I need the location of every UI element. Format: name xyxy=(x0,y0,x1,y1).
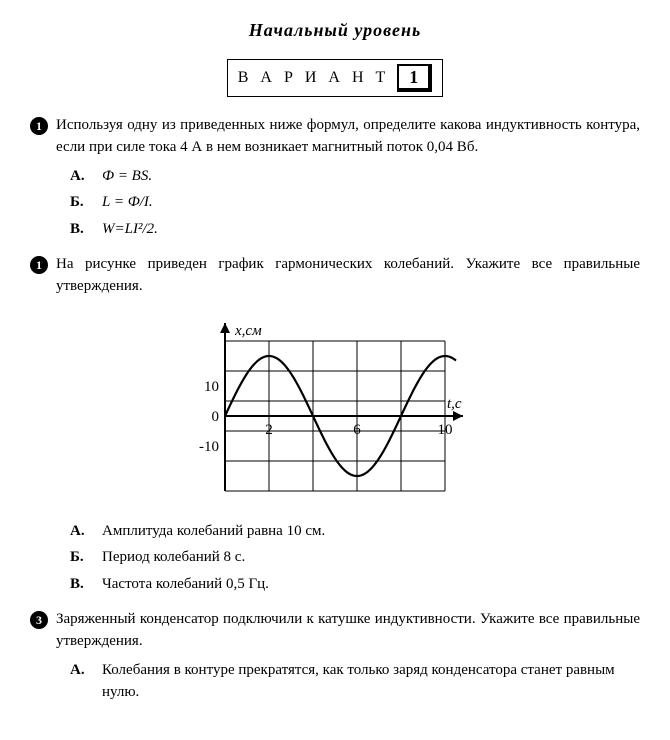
svg-text:10: 10 xyxy=(204,379,219,395)
option-a: А. Колебания в контуре прекратятся, как … xyxy=(70,659,640,704)
option-text: Частота колебаний 0,5 Гц. xyxy=(102,573,640,596)
option-text: Период колебаний 8 с. xyxy=(102,546,640,569)
variant-number: 1 xyxy=(397,64,432,92)
q1-options: А. Ф = BS. Б. L = Ф/I. В. W=LI²/2. xyxy=(70,165,640,241)
q3-options: А. Колебания в контуре прекратятся, как … xyxy=(70,659,640,704)
option-b: Б. L = Ф/I. xyxy=(70,191,640,214)
chart-svg: x,см t,с -10 0 10 2 6 10 xyxy=(185,316,485,496)
oscillation-chart: x,см t,с -10 0 10 2 6 10 xyxy=(30,316,640,496)
svg-text:10: 10 xyxy=(438,422,453,438)
option-text: Колебания в контуре прекратятся, как тол… xyxy=(102,659,640,704)
option-label: В. xyxy=(70,218,92,241)
question-text: Используя одну из приведенных ниже форму… xyxy=(56,115,640,159)
option-label: Б. xyxy=(70,546,92,569)
level-title: Начальный уровень xyxy=(30,20,640,41)
question-text: На рисунке приведен график гармонических… xyxy=(56,254,640,298)
svg-text:t,с: t,с xyxy=(447,396,462,412)
svg-text:x,см: x,см xyxy=(234,323,262,339)
question-marker: 3 xyxy=(30,611,48,629)
option-label: Б. xyxy=(70,191,92,214)
option-c: В. Частота колебаний 0,5 Гц. xyxy=(70,573,640,596)
question-text: Заряженный конденсатор подключили к кату… xyxy=(56,609,640,653)
option-label: В. xyxy=(70,573,92,596)
question-marker: 1 xyxy=(30,117,48,135)
option-label: А. xyxy=(70,659,92,704)
option-text: Амплитуда колебаний равна 10 см. xyxy=(102,520,640,543)
option-b: Б. Период колебаний 8 с. xyxy=(70,546,640,569)
option-text: L = Ф/I. xyxy=(102,191,640,214)
svg-text:-10: -10 xyxy=(199,439,219,455)
question-marker: 1 xyxy=(30,256,48,274)
svg-text:2: 2 xyxy=(265,422,273,438)
variant-container: В А Р И А Н Т 1 xyxy=(30,59,640,97)
variant-label: В А Р И А Н Т xyxy=(238,69,390,87)
option-text: W=LI²/2. xyxy=(102,218,640,241)
question-3: 3 Заряженный конденсатор подключили к ка… xyxy=(30,609,640,653)
q2-options: А. Амплитуда колебаний равна 10 см. Б. П… xyxy=(70,520,640,596)
option-label: А. xyxy=(70,165,92,188)
option-c: В. W=LI²/2. xyxy=(70,218,640,241)
question-2: 1 На рисунке приведен график гармоническ… xyxy=(30,254,640,298)
svg-text:0: 0 xyxy=(212,409,220,425)
svg-text:6: 6 xyxy=(353,422,361,438)
option-a: А. Амплитуда колебаний равна 10 см. xyxy=(70,520,640,543)
option-label: А. xyxy=(70,520,92,543)
variant-box: В А Р И А Н Т 1 xyxy=(227,59,444,97)
option-a: А. Ф = BS. xyxy=(70,165,640,188)
option-text: Ф = BS. xyxy=(102,165,640,188)
question-1: 1 Используя одну из приведенных ниже фор… xyxy=(30,115,640,159)
